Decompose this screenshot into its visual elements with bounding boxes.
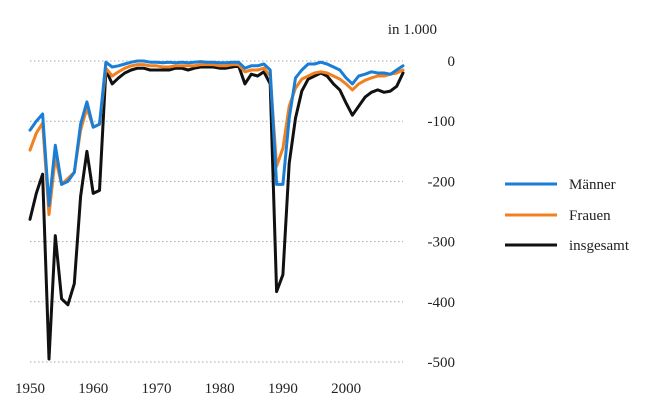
y-axis-ticks: 0 -100 -200 -300 -400 -500 xyxy=(428,54,456,371)
x-tick-label: 2000 xyxy=(331,381,361,397)
x-tick-label: 1950 xyxy=(15,381,45,397)
x-axis-ticks: 1950 1960 1970 1980 1990 2000 xyxy=(15,381,361,397)
legend-label: Frauen xyxy=(569,208,611,224)
y-tick-label: -500 xyxy=(428,355,456,371)
series-lines xyxy=(28,59,405,361)
series-line xyxy=(28,64,405,361)
y-tick-label: 0 xyxy=(448,54,456,70)
series-line xyxy=(28,59,405,207)
legend-label: insgesamt xyxy=(569,238,630,254)
y-tick-label: -100 xyxy=(428,114,456,130)
x-tick-label: 1990 xyxy=(268,381,298,397)
y-tick-label: -200 xyxy=(428,174,456,190)
legend-label: Männer xyxy=(569,177,616,193)
unit-label: in 1.000 xyxy=(388,22,437,38)
series-line xyxy=(28,63,405,216)
y-tick-label: -300 xyxy=(428,235,456,251)
x-tick-label: 1980 xyxy=(205,381,235,397)
x-tick-label: 1970 xyxy=(141,381,171,397)
y-tick-label: -400 xyxy=(428,295,456,311)
x-tick-label: 1960 xyxy=(78,381,108,397)
legend: Männer Frauen insgesamt xyxy=(505,177,630,254)
